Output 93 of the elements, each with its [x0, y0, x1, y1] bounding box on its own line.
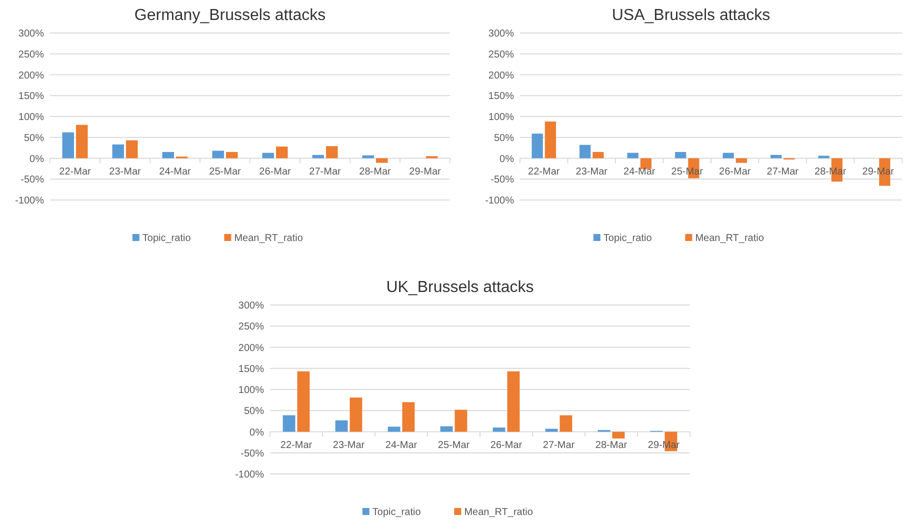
x-tick-label: 27-Mar [309, 166, 342, 178]
x-tick-label: 22-Mar [59, 166, 92, 178]
bar [402, 402, 415, 432]
legend-label: Mean_RT_ratio [464, 507, 534, 518]
y-tick-label: 300% [18, 28, 44, 40]
bar [226, 152, 238, 158]
bar [544, 122, 556, 158]
y-tick-label: 200% [238, 342, 264, 354]
bar [532, 134, 543, 158]
bar [627, 152, 638, 158]
y-tick-label: 150% [488, 91, 514, 102]
bar [560, 415, 572, 432]
x-tick-label: 27-Mar [542, 440, 576, 451]
legend-label: Topic_ratio [603, 233, 652, 244]
bar [770, 154, 782, 158]
y-tick-label: 0% [30, 154, 44, 165]
y-tick-label: 200% [18, 70, 44, 82]
y-tick-label: 0% [500, 154, 514, 165]
bar [276, 146, 288, 158]
x-tick-label: 22-Mar [280, 440, 313, 451]
bar [388, 426, 400, 432]
x-tick-label: 26-Mar [259, 166, 292, 178]
y-tick-label: 300% [488, 28, 514, 40]
y-tick-label: -50% [20, 174, 44, 186]
x-tick-label: 24-Mar [159, 166, 192, 178]
bar [440, 426, 453, 432]
y-tick-label: 250% [488, 49, 514, 60]
x-tick-label: 23-Mar [332, 440, 366, 451]
y-tick-label: -100% [235, 470, 264, 480]
y-tick-label: -100% [485, 196, 514, 206]
y-tick-label: 50% [494, 132, 514, 144]
bar [335, 420, 348, 432]
x-tick-label: 24-Mar [624, 166, 656, 178]
bar [736, 158, 748, 163]
legend-label: Topic_ratio [372, 507, 422, 518]
y-tick-label: 100% [238, 385, 264, 396]
bar [507, 371, 520, 432]
legend-label: Mean_RT_ratio [695, 233, 764, 244]
bar [297, 371, 310, 432]
y-tick-label: -50% [240, 448, 264, 460]
bar [112, 144, 124, 158]
y-tick-label: 50% [24, 132, 44, 144]
bar [674, 152, 686, 158]
bar [722, 152, 734, 158]
bar [312, 154, 324, 158]
y-tick-label: 250% [18, 49, 44, 60]
bar [362, 155, 374, 158]
x-tick-label: 28-Mar [595, 440, 628, 451]
x-tick-label: 27-Mar [766, 166, 800, 178]
y-tick-label: -50% [490, 174, 514, 186]
x-tick-label: 23-Mar [576, 166, 608, 178]
y-tick-label: 150% [18, 91, 44, 102]
bar [350, 398, 362, 432]
bar [162, 152, 174, 158]
bar [262, 152, 274, 158]
chart-title: USA_Brussels attacks [612, 7, 770, 24]
bar [492, 428, 506, 432]
y-tick-label: 50% [244, 406, 264, 418]
bar [640, 158, 652, 170]
x-tick-label: 26-Mar [490, 440, 523, 451]
x-tick-label: 25-Mar [438, 440, 470, 451]
bar [545, 428, 558, 432]
x-tick-label: 28-Mar [359, 166, 392, 178]
y-tick-label: -100% [15, 196, 44, 206]
bar [76, 124, 88, 158]
y-tick-label: 100% [18, 112, 44, 123]
y-tick-label: 150% [238, 364, 264, 375]
y-tick-label: 0% [250, 427, 264, 438]
x-tick-label: 29-Mar [409, 166, 442, 178]
bar [612, 432, 625, 439]
y-tick-label: 250% [238, 322, 264, 333]
legend-label: Mean_RT_ratio [234, 233, 304, 244]
chart-title: Germany_Brussels attacks [134, 7, 326, 24]
legend-label: Topic_ratio [142, 233, 192, 244]
bar [454, 410, 468, 432]
x-tick-label: 23-Mar [109, 166, 142, 178]
chart-title: UK_Brussels attacks [386, 279, 534, 296]
bar [326, 146, 338, 158]
x-tick-label: 25-Mar [209, 166, 242, 178]
bar [579, 144, 591, 158]
bar [376, 158, 388, 163]
y-tick-label: 300% [238, 300, 264, 312]
y-tick-label: 100% [488, 112, 514, 123]
bar [126, 140, 138, 158]
bar [818, 156, 830, 158]
bar [212, 150, 224, 158]
bar [282, 415, 296, 432]
x-tick-label: 24-Mar [385, 440, 418, 451]
x-tick-label: 26-Mar [719, 166, 752, 178]
x-tick-label: 22-Mar [528, 166, 560, 178]
bar [62, 132, 74, 158]
bar [592, 152, 604, 158]
y-tick-label: 200% [488, 70, 514, 82]
